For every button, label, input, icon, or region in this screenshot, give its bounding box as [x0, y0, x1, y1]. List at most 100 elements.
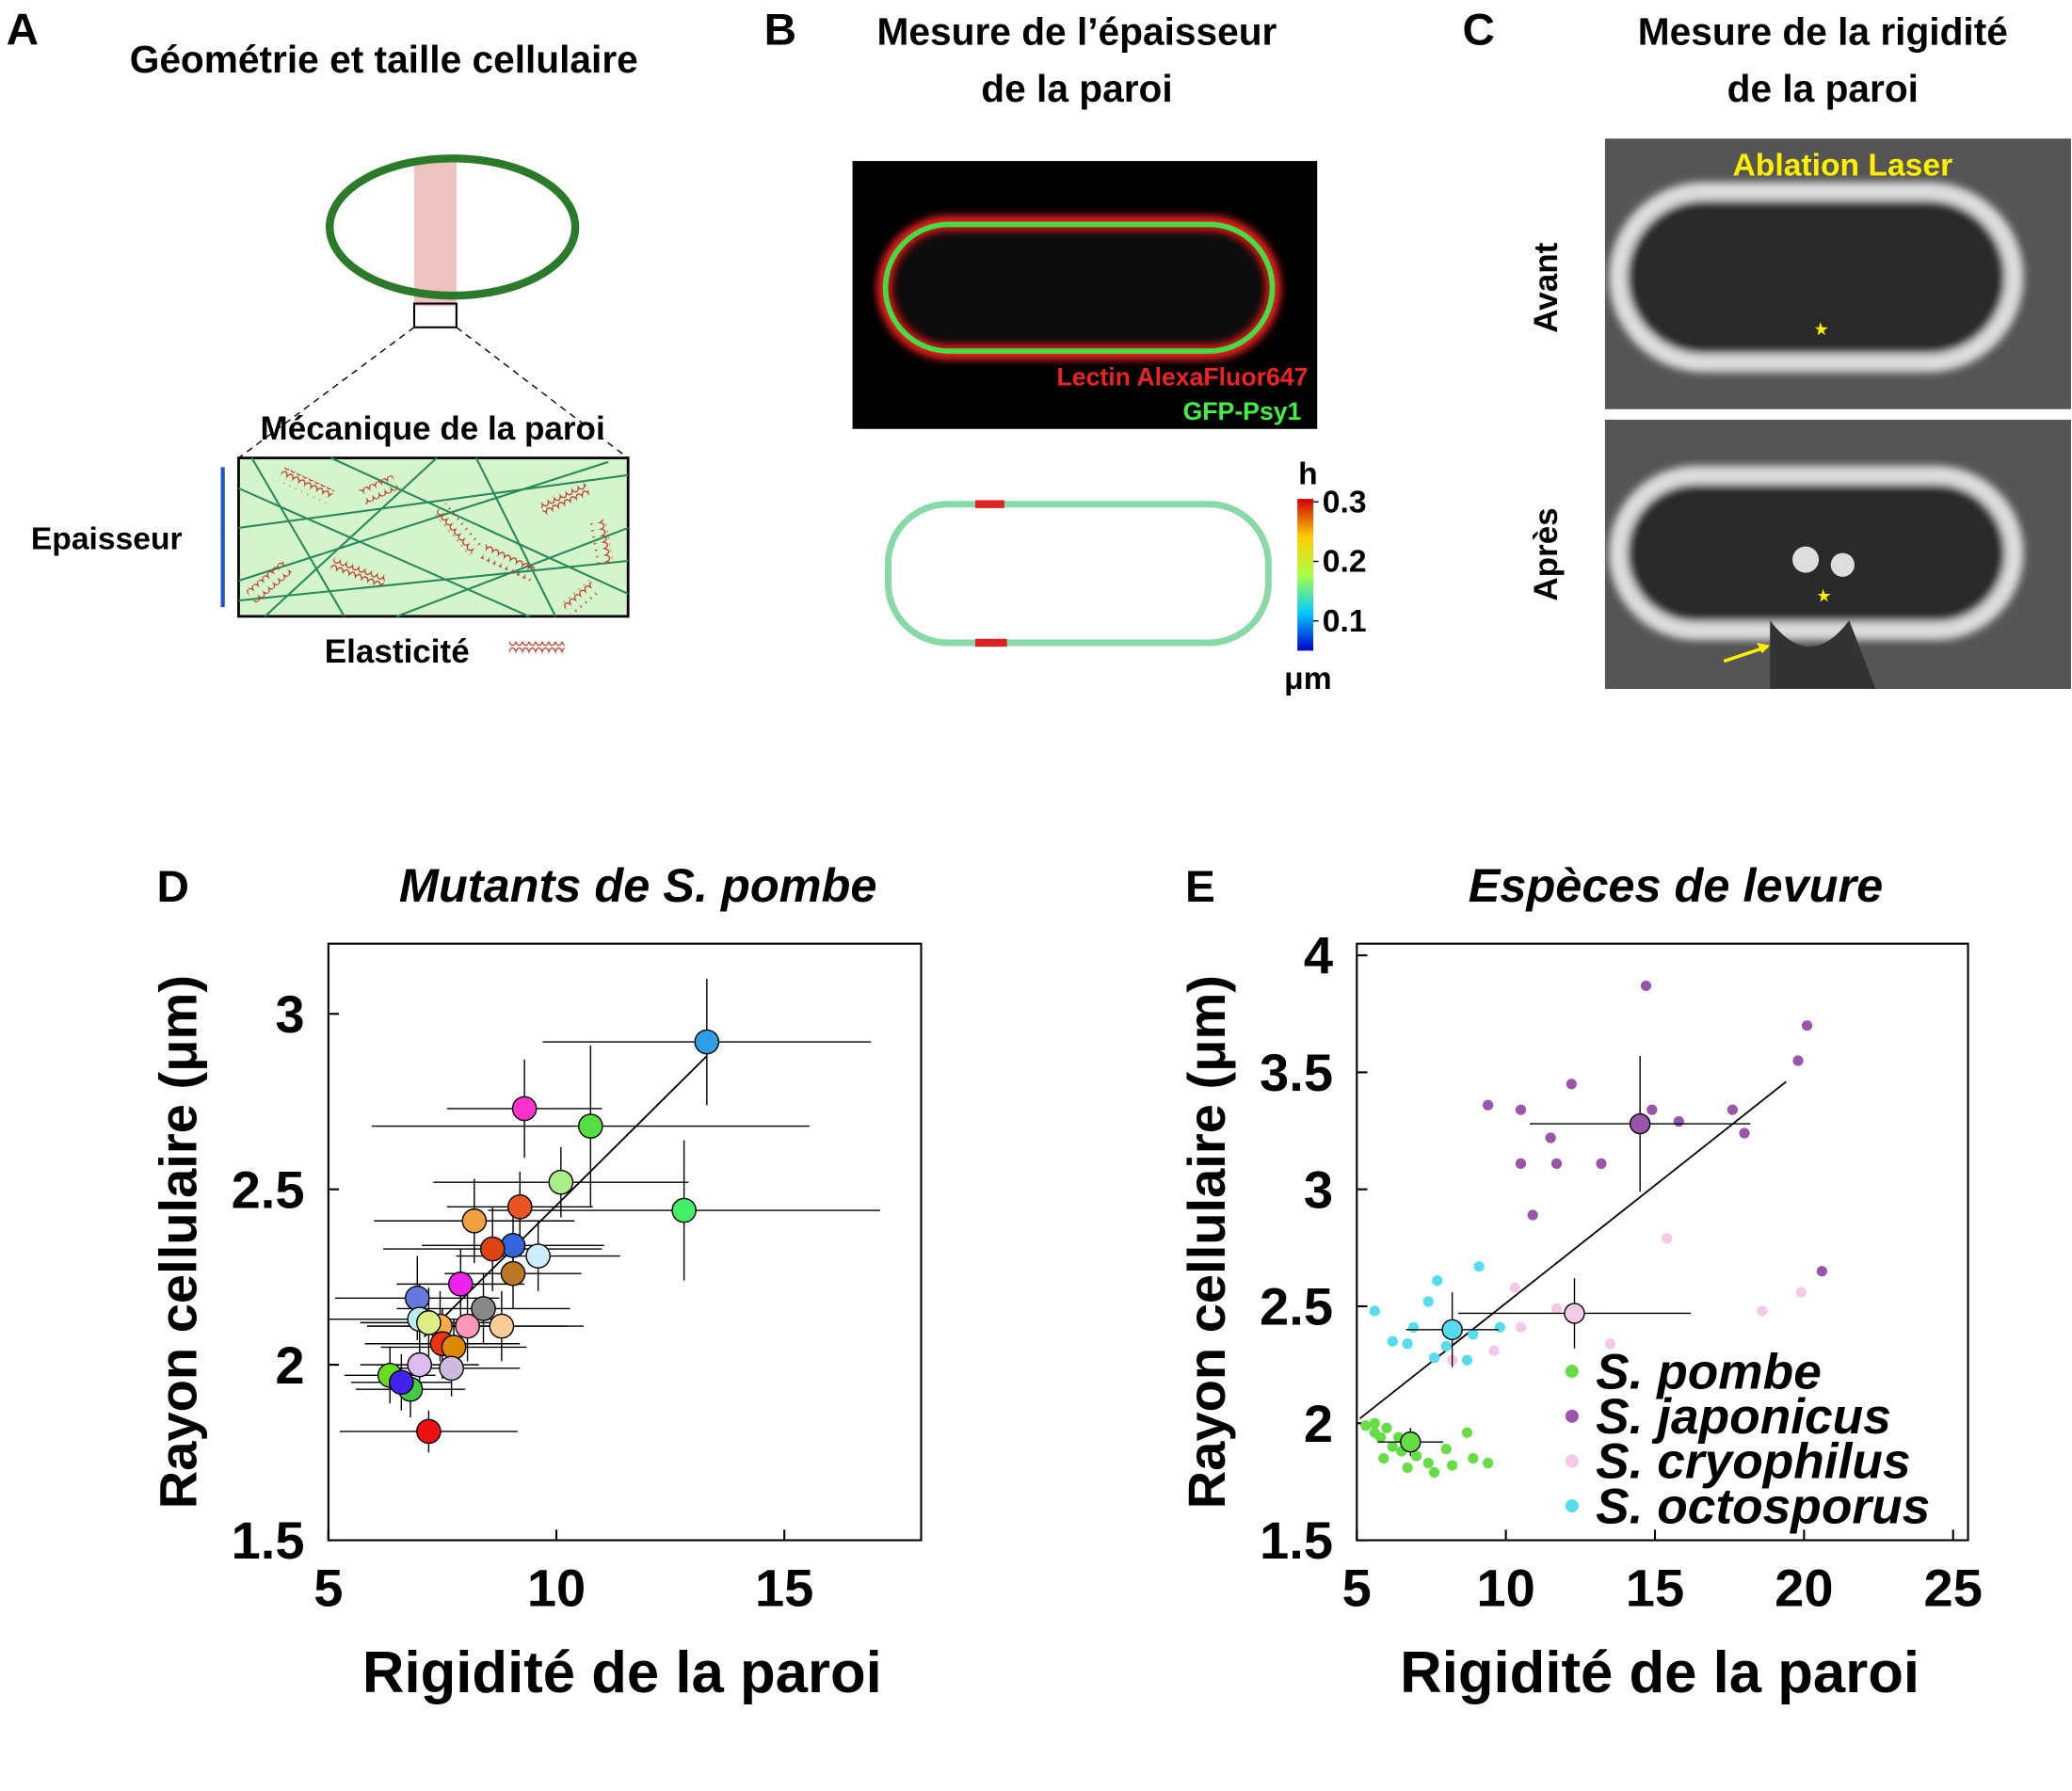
row-label: Après — [1528, 507, 1565, 600]
legend-label: S. octosporus — [1596, 1479, 1930, 1534]
point — [1360, 1420, 1372, 1431]
panel-title: de la paroi — [1727, 67, 1919, 110]
point — [389, 1369, 414, 1396]
cross-section — [413, 161, 457, 307]
point — [1381, 1422, 1392, 1433]
y-tick-label: 2 — [275, 1335, 304, 1395]
point — [1640, 980, 1652, 992]
colorbar-tick-label: 0.3 — [1323, 485, 1367, 520]
y-tick-label: 2.5 — [1260, 1277, 1333, 1336]
plot-frame — [1356, 942, 1969, 1542]
zoom-box — [412, 302, 458, 328]
point — [1795, 1287, 1807, 1298]
point — [1461, 1354, 1473, 1366]
point — [1757, 1305, 1768, 1317]
x-tick-label: 15 — [755, 1559, 813, 1618]
panel-letter: B — [764, 6, 796, 56]
elasticity-label: Elasticité — [325, 633, 470, 670]
legend-marker — [1565, 1454, 1579, 1468]
y-tick-label: 1.5 — [1260, 1511, 1333, 1570]
colorbar-label: h — [1298, 457, 1318, 492]
point — [1447, 1460, 1458, 1471]
legend-marker — [1565, 1409, 1579, 1423]
point — [471, 1296, 496, 1321]
point — [1422, 1296, 1434, 1307]
panel-letter: C — [1462, 6, 1494, 56]
chart-title: Mutants de S. pombe — [399, 858, 877, 912]
point — [455, 1313, 480, 1339]
colorbar-tick-label: 0.2 — [1323, 545, 1367, 580]
panel-letter: E — [1185, 862, 1215, 912]
leak — [1770, 620, 1876, 690]
point — [1792, 1055, 1804, 1066]
panel-title: de la paroi — [981, 67, 1172, 110]
point — [441, 1335, 467, 1360]
panel-b: B Mesure de l’épaisseur de la paroi Lect… — [764, 6, 1367, 696]
panel-c: C Mesure de la rigidité de la paroi Abla… — [1462, 6, 2071, 690]
point — [1369, 1417, 1380, 1429]
point — [1387, 1335, 1398, 1347]
y-tick-label: 3 — [275, 984, 304, 1044]
y-axis-label: Rayon cellulaire (μm) — [149, 975, 208, 1509]
x-tick-label: 15 — [1626, 1559, 1684, 1618]
point — [1662, 1233, 1673, 1244]
zoom-line — [238, 327, 415, 459]
point — [1402, 1462, 1413, 1474]
point — [439, 1355, 464, 1382]
point — [1488, 1345, 1500, 1356]
y-tick-label: 3.5 — [1260, 1043, 1333, 1102]
point — [1801, 1020, 1813, 1031]
point — [1515, 1104, 1527, 1115]
legend-marker — [1565, 1499, 1579, 1513]
mean-point — [1441, 1319, 1463, 1341]
colorbar: h μm 0.1 0.2 0.3 — [1284, 457, 1366, 696]
point — [578, 1113, 603, 1139]
point — [1429, 1352, 1440, 1364]
legend-marker — [1565, 1365, 1579, 1379]
point — [694, 1029, 720, 1055]
stain-label: Lectin AlexaFluor647 — [1057, 362, 1309, 391]
y-tick-label: 3 — [1304, 1159, 1333, 1219]
point — [404, 1285, 430, 1311]
fibers — [238, 456, 629, 617]
cell-red — [876, 216, 1281, 360]
point — [1369, 1305, 1380, 1317]
bubble — [1830, 552, 1855, 577]
point — [1483, 1457, 1494, 1469]
panel-letter: A — [7, 6, 39, 56]
point — [1440, 1443, 1452, 1455]
y-tick-label: 2 — [1304, 1394, 1333, 1453]
point — [447, 1271, 474, 1297]
stain-label: GFP-Psy1 — [1183, 397, 1302, 425]
point — [1515, 1158, 1527, 1169]
point — [1550, 1158, 1563, 1169]
thickness-map — [884, 501, 1272, 647]
x-tick-label: 20 — [1775, 1559, 1833, 1618]
point — [511, 1095, 538, 1122]
y-axis-label: Rayon cellulaire (μm) — [1177, 975, 1236, 1509]
point — [1727, 1104, 1738, 1115]
point — [1378, 1452, 1389, 1464]
point — [416, 1310, 442, 1335]
x-tick-label: 5 — [313, 1559, 343, 1618]
colorbar-scale — [1297, 499, 1313, 651]
panel-title: Géométrie et taille cellulaire — [130, 38, 638, 81]
point — [1604, 1338, 1616, 1350]
point — [1494, 1321, 1505, 1333]
point — [1440, 1340, 1452, 1351]
y-tick-label: 1.5 — [232, 1511, 305, 1570]
chart-title: Espèces de levure — [1469, 858, 1883, 912]
fit-line — [1358, 1080, 1787, 1420]
point — [479, 1236, 506, 1262]
point — [1550, 1303, 1563, 1315]
point — [461, 1207, 488, 1234]
mean-point — [1629, 1112, 1651, 1135]
point — [1596, 1158, 1607, 1169]
mean-point — [1400, 1431, 1421, 1453]
chart: E Espèces de levure Rigidité de la paroi Ra… — [1177, 858, 1983, 1705]
chart: D Mutants de S. pombe Rigidité de la paroi… — [149, 858, 923, 1705]
x-tick-label: 10 — [527, 1559, 586, 1618]
zoom-line — [456, 327, 629, 459]
point — [1739, 1127, 1750, 1139]
annotation: Ablation Laser — [1733, 149, 1953, 184]
